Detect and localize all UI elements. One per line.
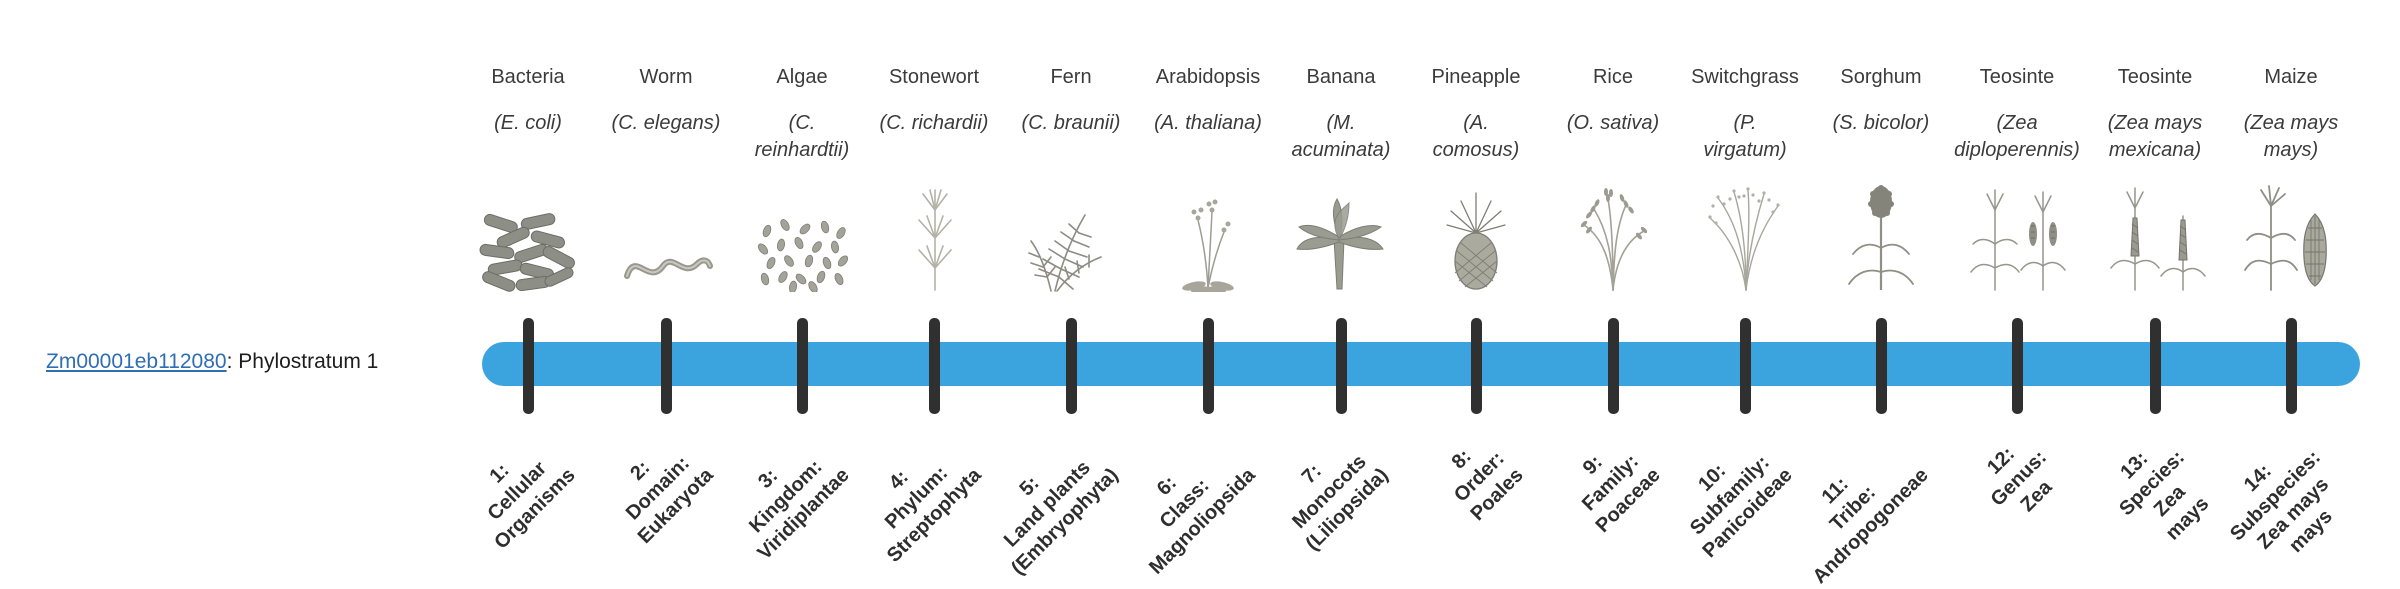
stage-label: 8: Order: Poales bbox=[1447, 445, 1528, 526]
stage-label: 1: Cellular Organisms bbox=[483, 457, 580, 554]
organism-common-name: Algae bbox=[776, 66, 828, 88]
bacteria-illustration bbox=[448, 166, 608, 292]
timeline-tick bbox=[929, 318, 940, 414]
timeline-tick bbox=[1608, 318, 1619, 414]
organism-scientific-name: (C. elegans) bbox=[611, 112, 721, 134]
gene-id-link[interactable]: Zm00001eb112080 bbox=[46, 350, 227, 373]
organism-column: Teosinte (Zea diploperennis) bbox=[1937, 62, 2097, 580]
pineapple-illustration bbox=[1396, 166, 1556, 292]
timeline-bar bbox=[482, 342, 2360, 386]
timeline-tick bbox=[523, 318, 534, 414]
organism-scientific-name: (Zea mays mays) bbox=[2243, 112, 2339, 161]
organism-column: Pineapple (A. comosus) 8: Order: Poales bbox=[1396, 62, 1556, 580]
timeline-tick bbox=[1876, 318, 1887, 414]
timeline-tick bbox=[1066, 318, 1077, 414]
organism-scientific-name: (S. bicolor) bbox=[1832, 112, 1930, 134]
organism-scientific-name: (C. richardii) bbox=[879, 112, 989, 134]
stage-label: 6: Class: Magnoliopsida bbox=[1145, 464, 1260, 579]
organism-scientific-name: (A. comosus) bbox=[1432, 112, 1520, 161]
sorghum-illustration bbox=[1801, 166, 1961, 292]
gene-phylostratum-text: : Phylostratum 1 bbox=[226, 350, 379, 373]
organism-column: Rice (O. sativa) bbox=[1533, 62, 1693, 580]
stage-label: 5: Land plants (Embryophyta) bbox=[999, 456, 1123, 580]
timeline-tick bbox=[1740, 318, 1751, 414]
timeline-tick bbox=[1471, 318, 1482, 414]
organism-common-name: Pineapple bbox=[1431, 66, 1521, 88]
organism-scientific-name: (E. coli) bbox=[494, 112, 562, 134]
teosinte-diploperennis-illustration bbox=[1937, 166, 2097, 292]
stage-label: 4: Phylum: Streptophyta bbox=[880, 462, 986, 567]
organism-column: Switchgrass (P. virgatum) bbox=[1665, 62, 1825, 580]
organism-column: Arabidopsis (A. thaliana) bbox=[1128, 62, 1288, 580]
organism-common-name: Stonewort bbox=[888, 66, 980, 88]
timeline-tick bbox=[2150, 318, 2161, 414]
organism-common-name: Teosinte bbox=[1979, 66, 2055, 88]
organism-column: Bacteria (E. coli) bbox=[448, 62, 608, 580]
timeline-tick bbox=[797, 318, 808, 414]
organism-scientific-name: (Zea diploperennis) bbox=[1954, 112, 2080, 161]
organism-scientific-name: (A. thaliana) bbox=[1154, 112, 1262, 134]
organism-column: Sorghum (S. bicolor) 11: Tribe: Andropog… bbox=[1801, 62, 1961, 588]
stonewort-illustration bbox=[854, 166, 1014, 292]
fern-illustration bbox=[991, 166, 1151, 292]
stage-label: 9: Family: Poaceae bbox=[1577, 450, 1665, 538]
rice-illustration bbox=[1533, 166, 1693, 292]
stage-label: 7: Monocots (Liliopsida) bbox=[1288, 450, 1393, 556]
banana-illustration bbox=[1261, 166, 1421, 292]
stage-label: 2: Domain: Eukaryota bbox=[621, 452, 718, 549]
worm-illustration bbox=[586, 166, 746, 292]
organism-scientific-name: (P. virgatum) bbox=[1703, 112, 1787, 161]
organism-scientific-name: (C. reinhardtii) bbox=[754, 112, 850, 161]
organism-column: Algae (C. reinhardtii) bbox=[722, 62, 882, 580]
organism-column: Stonewort (C. richardii) 4: Phylum: Stre… bbox=[854, 62, 1014, 580]
organism-scientific-name: (C. braunii) bbox=[1021, 112, 1121, 134]
organism-common-name: Fern bbox=[1050, 66, 1092, 88]
organism-common-name: Arabidopsis bbox=[1155, 66, 1261, 88]
organism-common-name: Maize bbox=[2264, 66, 2318, 88]
organism-scientific-name: (M. acuminata) bbox=[1291, 112, 1391, 161]
organism-scientific-name: (O. sativa) bbox=[1566, 112, 1660, 134]
organism-common-name: Rice bbox=[1592, 66, 1633, 88]
stage-label: 3: Kingdom: Viridiplantae bbox=[745, 455, 854, 565]
stage-label: 14: Subspecies: Zea mays mays bbox=[2226, 446, 2337, 558]
organism-common-name: Teosinte bbox=[2117, 66, 2193, 88]
maize-illustration bbox=[2211, 166, 2371, 292]
algae-illustration bbox=[722, 166, 882, 292]
stage-label: 12: Genus: Zea bbox=[1983, 442, 2057, 517]
switchgrass-illustration bbox=[1665, 166, 1825, 292]
organism-common-name: Worm bbox=[639, 66, 693, 88]
organism-common-name: Banana bbox=[1306, 66, 1376, 88]
gene-label: Zm00001eb112080: Phylostratum 1 bbox=[46, 350, 378, 374]
organism-scientific-name: (Zea mays mexicana) bbox=[2107, 112, 2203, 161]
timeline-tick bbox=[2286, 318, 2297, 414]
organism-column: Fern (C. braunii) 5: Land plants (Embryo… bbox=[991, 62, 1151, 580]
teosinte-mexicana-illustration bbox=[2075, 166, 2235, 292]
timeline-tick bbox=[661, 318, 672, 414]
stage-label: 13: Species: Zea mays bbox=[2115, 446, 2214, 545]
organism-column: Worm (C. elegans) 2: Domain: Eukaryota bbox=[586, 62, 746, 580]
timeline-tick bbox=[2012, 318, 2023, 414]
organism-common-name: Bacteria bbox=[491, 66, 565, 88]
organism-column: Banana (M. acuminata) 7: Monocots (Lilio… bbox=[1261, 62, 1421, 580]
timeline-tick bbox=[1336, 318, 1347, 414]
organism-common-name: Switchgrass bbox=[1691, 66, 1799, 88]
organism-column: Maize (Zea mays mays) 14: Subs bbox=[2211, 62, 2371, 580]
organism-column: Teosinte (Zea mays mexicana) bbox=[2075, 62, 2235, 580]
stage-label: 10: Subfamily: Panicoideae bbox=[1685, 451, 1797, 563]
arabidopsis-illustration bbox=[1128, 166, 1288, 292]
organism-common-name: Sorghum bbox=[1840, 66, 1922, 88]
timeline-tick bbox=[1203, 318, 1214, 414]
